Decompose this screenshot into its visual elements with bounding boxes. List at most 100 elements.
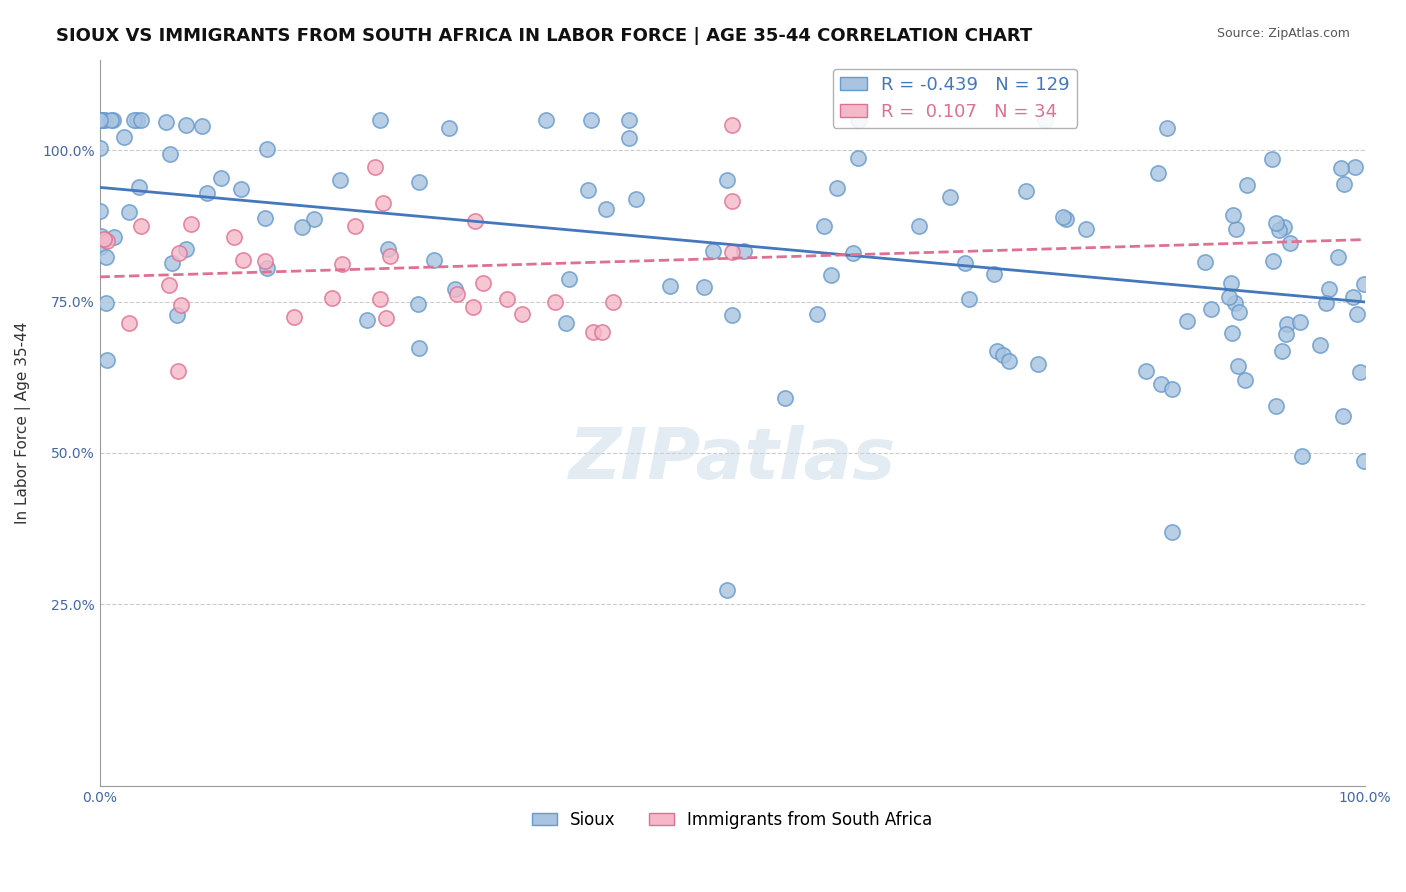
- Sioux: [1346, 307, 1368, 321]
- Sioux: [1054, 212, 1077, 227]
- Sioux: [356, 312, 378, 326]
- Sioux: [174, 242, 197, 256]
- Immigrants from South Africa: [283, 310, 305, 324]
- Sioux: [1261, 152, 1284, 166]
- Sioux: [617, 113, 640, 128]
- Sioux: [291, 219, 314, 234]
- Immigrants from South Africa: [93, 232, 115, 246]
- Immigrants from South Africa: [446, 287, 468, 301]
- Sioux: [302, 212, 325, 227]
- Sioux: [1353, 277, 1375, 291]
- Sioux: [1160, 525, 1182, 540]
- Sioux: [94, 296, 117, 310]
- Sioux: [122, 113, 145, 128]
- Sioux: [1219, 276, 1241, 290]
- Sioux: [103, 230, 125, 244]
- Immigrants from South Africa: [591, 325, 613, 339]
- Text: ZIPatlas: ZIPatlas: [568, 425, 896, 493]
- Sioux: [659, 278, 682, 293]
- Sioux: [256, 261, 278, 276]
- Sioux: [558, 272, 581, 286]
- Sioux: [439, 121, 461, 136]
- Sioux: [1291, 449, 1313, 463]
- Immigrants from South Africa: [118, 316, 141, 330]
- Sioux: [100, 113, 122, 128]
- Sioux: [90, 228, 112, 243]
- Sioux: [1315, 296, 1337, 310]
- Sioux: [1236, 178, 1258, 193]
- Sioux: [1220, 326, 1243, 341]
- Sioux: [1327, 250, 1350, 264]
- Immigrants from South Africa: [222, 229, 245, 244]
- Sioux: [555, 316, 578, 330]
- Sioux: [1150, 376, 1173, 391]
- Sioux: [329, 172, 352, 186]
- Sioux: [408, 341, 430, 355]
- Immigrants from South Africa: [232, 253, 254, 268]
- Sioux: [90, 113, 112, 128]
- Immigrants from South Africa: [721, 118, 744, 132]
- Sioux: [721, 308, 744, 322]
- Sioux: [1277, 318, 1299, 332]
- Immigrants from South Africa: [368, 293, 391, 307]
- Sioux: [1233, 372, 1256, 386]
- Sioux: [101, 113, 124, 128]
- Sioux: [1264, 400, 1286, 414]
- Sioux: [939, 190, 962, 204]
- Sioux: [986, 344, 1008, 359]
- Sioux: [716, 173, 738, 187]
- Text: Source: ZipAtlas.com: Source: ZipAtlas.com: [1216, 27, 1350, 40]
- Sioux: [444, 282, 467, 296]
- Immigrants from South Africa: [378, 249, 401, 263]
- Sioux: [1014, 185, 1036, 199]
- Immigrants from South Africa: [721, 194, 744, 208]
- Sioux: [1194, 255, 1216, 269]
- Immigrants from South Africa: [96, 234, 118, 248]
- Sioux: [1353, 454, 1375, 468]
- Sioux: [846, 151, 869, 165]
- Sioux: [1225, 222, 1247, 236]
- Sioux: [806, 307, 828, 321]
- Immigrants from South Africa: [159, 277, 181, 292]
- Sioux: [1074, 222, 1097, 236]
- Sioux: [89, 113, 111, 128]
- Immigrants from South Africa: [180, 217, 202, 231]
- Immigrants from South Africa: [464, 214, 486, 228]
- Sioux: [595, 202, 617, 216]
- Immigrants from South Africa: [170, 297, 193, 311]
- Sioux: [773, 392, 796, 406]
- Sioux: [1279, 235, 1302, 250]
- Sioux: [1261, 254, 1284, 268]
- Sioux: [1330, 161, 1353, 175]
- Sioux: [159, 146, 181, 161]
- Sioux: [998, 354, 1021, 368]
- Y-axis label: In Labor Force | Age 35-44: In Labor Force | Age 35-44: [15, 321, 31, 524]
- Sioux: [368, 113, 391, 128]
- Immigrants from South Africa: [512, 308, 534, 322]
- Sioux: [1218, 290, 1240, 304]
- Sioux: [1052, 211, 1074, 225]
- Sioux: [841, 245, 863, 260]
- Sioux: [983, 268, 1005, 282]
- Sioux: [231, 181, 253, 195]
- Sioux: [1317, 282, 1340, 296]
- Sioux: [1341, 290, 1364, 304]
- Immigrants from South Africa: [375, 310, 398, 325]
- Immigrants from South Africa: [167, 246, 190, 260]
- Sioux: [1033, 113, 1056, 128]
- Immigrants from South Africa: [167, 364, 190, 378]
- Immigrants from South Africa: [321, 291, 343, 305]
- Immigrants from South Africa: [471, 277, 494, 291]
- Sioux: [89, 203, 111, 218]
- Sioux: [1227, 305, 1250, 319]
- Sioux: [1026, 358, 1049, 372]
- Sioux: [1146, 166, 1168, 180]
- Sioux: [94, 113, 117, 128]
- Immigrants from South Africa: [544, 295, 567, 310]
- Immigrants from South Africa: [495, 292, 517, 306]
- Sioux: [733, 244, 755, 259]
- Sioux: [1289, 315, 1312, 329]
- Sioux: [1275, 327, 1298, 342]
- Immigrants from South Africa: [364, 161, 387, 175]
- Sioux: [1348, 365, 1371, 379]
